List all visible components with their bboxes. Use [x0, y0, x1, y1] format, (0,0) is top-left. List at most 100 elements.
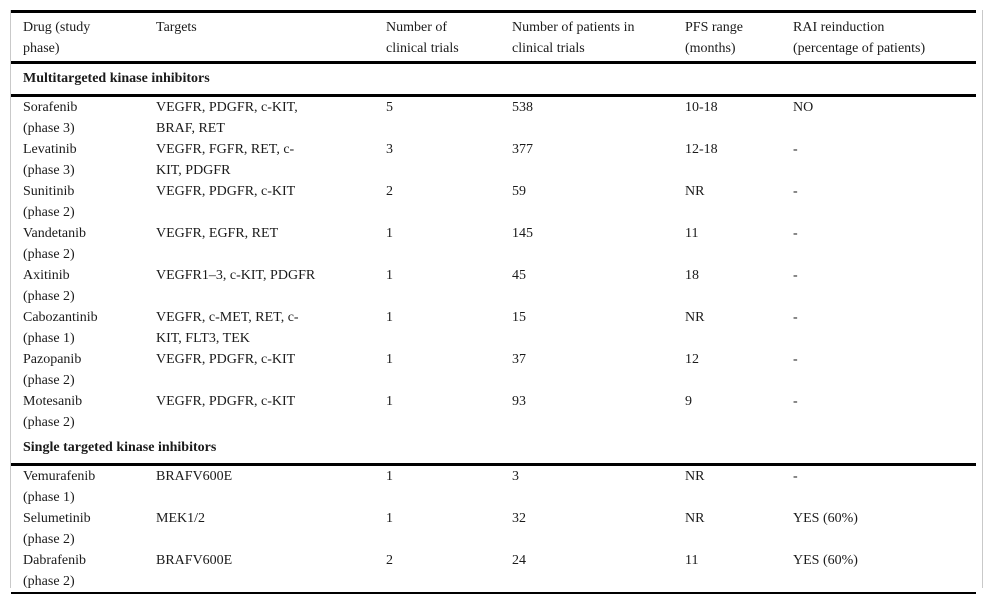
patients-cell: 45: [512, 268, 526, 283]
targets-cell: MEK1/2: [156, 511, 205, 526]
drug-cell: Axitinib (phase 2): [11, 265, 144, 307]
col-header-rai: RAI reinduction (percentage of patients): [781, 11, 976, 64]
targets-cell: VEGFR, c-MET, RET, c- KIT, FLT3, TEK: [156, 310, 299, 346]
rai-cell: -: [793, 142, 798, 157]
pfs-cell: NR: [685, 469, 705, 484]
drug-name: Levatinib: [23, 142, 77, 157]
trials-cell: 1: [386, 226, 393, 241]
targets-cell: VEGFR, PDGFR, c-KIT, BRAF, RET: [156, 100, 298, 136]
drug-phase: (phase 2): [23, 205, 75, 220]
patients-cell: 37: [512, 352, 526, 367]
drug-name: Sorafenib: [23, 100, 78, 115]
pfs-cell: 11: [685, 226, 699, 241]
col-header-patients: Number of patients in clinical trials: [500, 11, 673, 64]
drug-phase: (phase 1): [23, 331, 75, 346]
drug-name: Axitinib: [23, 268, 70, 283]
trials-cell: 1: [386, 352, 393, 367]
drug-name: Pazopanib: [23, 352, 82, 367]
drug-name: Sunitinib: [23, 184, 75, 199]
pfs-cell: NR: [685, 184, 705, 199]
table-row: Sunitinib (phase 2) VEGFR, PDGFR, c-KIT …: [11, 181, 976, 223]
pfs-cell: 10-18: [685, 100, 718, 115]
targets-cell: VEGFR, PDGFR, c-KIT: [156, 184, 296, 199]
trials-cell: 1: [386, 310, 393, 325]
patients-cell: 3: [512, 469, 519, 484]
table-row: Vemurafenib (phase 1) BRAFV600E 1 3 NR -: [11, 465, 976, 509]
pfs-cell: NR: [685, 511, 705, 526]
trials-cell: 1: [386, 469, 393, 484]
targets-cell: VEGFR1–3, c-KIT, PDGFR: [156, 268, 316, 283]
drug-cell: Motesanib (phase 2): [11, 391, 144, 433]
patients-cell: 15: [512, 310, 526, 325]
table-row: Motesanib (phase 2) VEGFR, PDGFR, c-KIT …: [11, 391, 976, 433]
rai-cell: -: [793, 469, 798, 484]
patients-cell: 32: [512, 511, 526, 526]
pfs-cell: NR: [685, 310, 705, 325]
drug-cell: Selumetinib (phase 2): [11, 508, 144, 550]
drug-phase: (phase 1): [23, 490, 75, 505]
section-multitargeted: Multitargeted kinase inhibitors Sorafeni…: [11, 62, 976, 434]
rai-cell: -: [793, 226, 798, 241]
drug-cell: Sorafenib (phase 3): [11, 96, 144, 140]
trials-cell: 2: [386, 184, 393, 199]
table-row: Dabrafenib (phase 2) BRAFV600E 2 24 11 Y…: [11, 550, 976, 594]
pfs-cell: 12-18: [685, 142, 718, 157]
pfs-cell: 9: [685, 394, 692, 409]
rai-cell: -: [793, 184, 798, 199]
drug-phase: (phase 2): [23, 532, 75, 547]
drug-cell: Sunitinib (phase 2): [11, 181, 144, 223]
section-header-multitargeted: Multitargeted kinase inhibitors: [11, 62, 976, 97]
table-row: Vandetanib (phase 2) VEGFR, EGFR, RET 1 …: [11, 223, 976, 265]
pfs-cell: 11: [673, 550, 781, 594]
drug-cell: Pazopanib (phase 2): [11, 349, 144, 391]
rai-cell: -: [793, 310, 798, 325]
drug-name: Vandetanib: [23, 226, 86, 241]
table-row: Axitinib (phase 2) VEGFR1–3, c-KIT, PDGF…: [11, 265, 976, 307]
drug-cell: Dabrafenib (phase 2): [11, 550, 144, 594]
patients-cell: 145: [512, 226, 533, 241]
drug-phase: (phase 2): [23, 415, 75, 430]
rai-cell: YES (60%): [793, 511, 858, 526]
drug-phase: (phase 2): [23, 574, 75, 589]
section-header-row: Multitargeted kinase inhibitors: [11, 62, 976, 97]
drug-phase: (phase 2): [23, 289, 75, 304]
col-header-pfs: PFS range (months): [673, 11, 781, 64]
patients-cell: 93: [512, 394, 526, 409]
targets-cell: VEGFR, PDGFR, c-KIT: [156, 394, 296, 409]
trials-cell: 2: [374, 550, 500, 594]
patients-cell: 377: [512, 142, 533, 157]
table-row: Sorafenib (phase 3) VEGFR, PDGFR, c-KIT,…: [11, 96, 976, 140]
pfs-cell: 18: [685, 268, 699, 283]
col-header-drug: Drug (study phase): [11, 11, 144, 64]
trials-cell: 1: [386, 511, 393, 526]
table-figure: Drug (study phase) Targets Number of cli…: [10, 10, 983, 594]
rai-cell: -: [793, 268, 798, 283]
drug-cell: Vemurafenib (phase 1): [11, 465, 144, 509]
section-header-single-targeted: Single targeted kinase inhibitors: [11, 433, 976, 466]
table-row: Cabozantinib (phase 1) VEGFR, c-MET, RET…: [11, 307, 976, 349]
rai-cell: NO: [793, 100, 814, 115]
drug-phase: (phase 3): [23, 121, 75, 136]
pfs-cell: 12: [685, 352, 699, 367]
drug-cell: Levatinib (phase 3): [11, 139, 144, 181]
drug-name: Motesanib: [23, 394, 83, 409]
rai-cell: YES (60%): [781, 550, 976, 594]
targets-cell: BRAFV600E: [156, 469, 233, 484]
table-row: Pazopanib (phase 2) VEGFR, PDGFR, c-KIT …: [11, 349, 976, 391]
table-header-row: Drug (study phase) Targets Number of cli…: [11, 11, 976, 64]
trials-cell: 3: [386, 142, 393, 157]
trials-cell: 1: [386, 268, 393, 283]
patients-cell: 59: [512, 184, 526, 199]
targets-cell: BRAFV600E: [144, 550, 374, 594]
drug-name: Vemurafenib: [23, 469, 96, 484]
rai-cell: -: [793, 394, 798, 409]
col-header-targets: Targets: [144, 11, 374, 64]
rai-cell: -: [793, 352, 798, 367]
drug-name: Cabozantinib: [23, 310, 98, 325]
col-header-trials: Number of clinical trials: [374, 11, 500, 64]
table-row: Levatinib (phase 3) VEGFR, FGFR, RET, c-…: [11, 139, 976, 181]
drug-name: Selumetinib: [23, 511, 91, 526]
drug-cell: Cabozantinib (phase 1): [11, 307, 144, 349]
targets-cell: VEGFR, FGFR, RET, c- KIT, PDGFR: [156, 142, 295, 178]
drugs-table: Drug (study phase) Targets Number of cli…: [11, 10, 976, 594]
